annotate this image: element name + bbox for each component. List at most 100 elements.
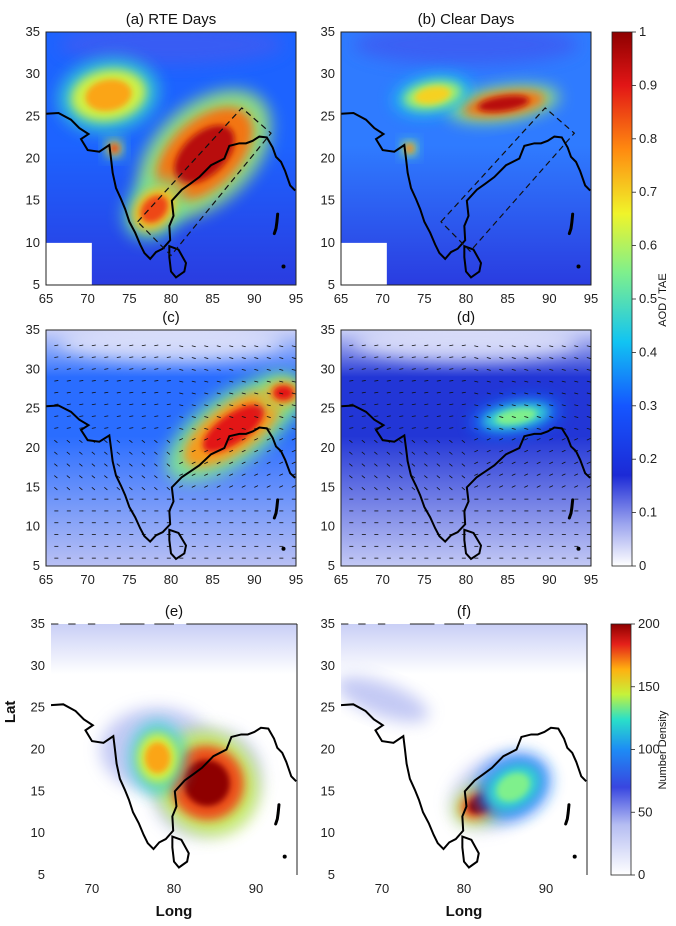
wind-arrow [424, 463, 428, 467]
wind-arrow [204, 404, 209, 407]
wind-arrow [54, 475, 58, 479]
y-tick-label: 10 [26, 235, 40, 250]
wind-arrow [499, 392, 504, 395]
wind-arrow [241, 473, 246, 476]
wind-arrow [166, 344, 171, 347]
wind-arrow [349, 415, 354, 417]
wind-arrow [449, 344, 454, 347]
wind-arrow [361, 344, 366, 347]
wind-arrow [574, 485, 579, 488]
wind-arrow [561, 473, 566, 476]
wind-arrow [374, 439, 378, 444]
y-tick-label: 15 [26, 193, 40, 208]
wind-arrow [254, 485, 259, 488]
wind-arrow [386, 415, 391, 417]
x-tick-label: 90 [539, 881, 553, 896]
wind-arrow [141, 403, 146, 406]
wind-arrow [411, 463, 416, 467]
x-axis-label: Long [156, 903, 193, 920]
wind-arrow [216, 392, 221, 395]
wind-arrow [116, 451, 121, 455]
wind-arrow [511, 416, 516, 418]
wind-arrow [349, 380, 354, 382]
x-tick-label: 75 [122, 291, 136, 306]
wind-arrow [486, 473, 491, 476]
wind-arrow [574, 461, 579, 465]
colorbar-tick-label: 0.5 [639, 291, 657, 306]
wind-arrow [141, 344, 146, 347]
wind-arrow [179, 449, 184, 453]
wind-arrow [536, 427, 541, 430]
wind-arrow [66, 380, 71, 382]
wind-arrow [129, 356, 134, 358]
wind-arrow [141, 415, 146, 417]
y-tick-label: 20 [31, 742, 45, 757]
wind-arrow [291, 438, 296, 441]
wind-arrow [424, 451, 428, 455]
wind-arrow [179, 473, 184, 476]
wind-arrow [361, 451, 366, 455]
wind-arrow [179, 368, 184, 371]
wind-arrow [511, 345, 516, 348]
wind-arrow [204, 461, 209, 465]
wind-arrow [574, 357, 579, 359]
wind-arrow [586, 380, 591, 383]
x-tick-label: 75 [122, 572, 136, 587]
panel-b: (b) Clear Days 65 70 75 80 85 90 95 5 10 15 20 25 30 3… [321, 11, 599, 306]
wind-arrow [374, 344, 379, 347]
wind-arrow [104, 403, 109, 406]
wind-arrow [241, 485, 246, 488]
wind-arrow [291, 461, 296, 465]
wind-arrow [91, 344, 96, 347]
wind-arrow [449, 463, 453, 467]
wind-arrow [486, 368, 491, 371]
wind-arrow [549, 461, 554, 465]
wind-arrow [449, 451, 453, 455]
wind-arrow [411, 439, 416, 444]
wind-arrow [104, 391, 109, 394]
wind-arrow [474, 345, 479, 348]
x-tick-label: 80 [459, 572, 473, 587]
wind-arrow [461, 487, 466, 491]
wind-arrow [129, 487, 133, 491]
colorbar-tick-label: 0.3 [639, 398, 657, 413]
wind-arrow [79, 391, 84, 394]
wind-arrow [229, 392, 234, 395]
wind-arrow [524, 438, 529, 441]
wind-arrow [241, 380, 246, 383]
y-tick-label: 20 [321, 440, 335, 455]
wind-arrow [561, 392, 566, 395]
wind-arrow [91, 487, 96, 491]
y-tick-label: 20 [321, 151, 335, 166]
wind-arrow [461, 368, 466, 370]
wind-arrow [179, 485, 184, 488]
x-tick-label: 95 [584, 572, 598, 587]
wind-arrow [449, 403, 454, 406]
wind-arrow [561, 357, 566, 359]
wind-arrow [549, 392, 554, 395]
wind-arrow [279, 392, 284, 395]
wind-arrow [524, 380, 529, 383]
wind-arrow [279, 473, 284, 476]
wind-arrow [411, 391, 416, 394]
y-tick-label: 15 [321, 783, 335, 798]
wind-arrow [536, 438, 541, 441]
wind-arrow [216, 380, 221, 383]
wind-arrow [561, 461, 566, 465]
wind-arrow [129, 380, 134, 382]
wind-arrow [374, 415, 379, 417]
wind-arrow [374, 403, 379, 406]
wind-arrow [216, 427, 221, 430]
wind-arrow [474, 368, 479, 371]
wind-arrow [474, 416, 479, 418]
wind-arrow [524, 485, 529, 488]
x-tick-label: 70 [80, 291, 94, 306]
x-tick-label: 75 [417, 291, 431, 306]
wind-arrow [204, 380, 209, 383]
wind-arrow [241, 392, 246, 395]
wind-arrow [154, 475, 158, 479]
wind-arrow [474, 404, 479, 407]
panel-f-field [341, 624, 587, 875]
wind-arrow [449, 380, 454, 382]
wind-arrow [241, 416, 246, 418]
